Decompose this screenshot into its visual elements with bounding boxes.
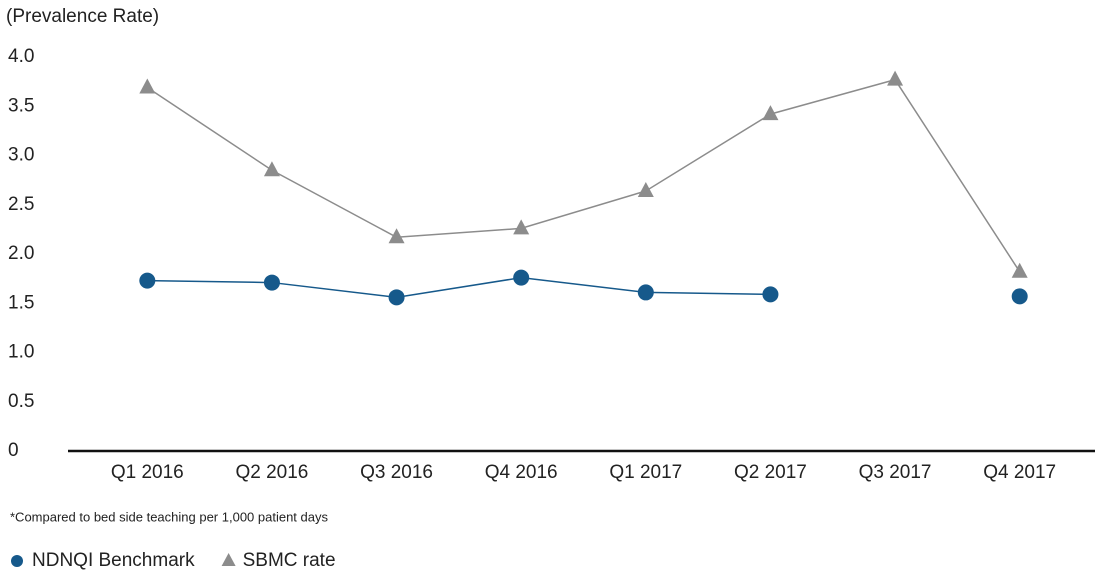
data-point bbox=[637, 181, 654, 197]
data-point bbox=[762, 105, 779, 121]
y-tick-label: 0.5 bbox=[8, 391, 34, 412]
legend-marker bbox=[11, 555, 23, 567]
data-point bbox=[139, 78, 156, 94]
x-tick-label: Q1 2017 bbox=[609, 462, 682, 483]
series-line bbox=[146, 78, 1021, 273]
y-tick-label: 0 bbox=[8, 440, 19, 461]
data-point bbox=[263, 274, 280, 291]
data-point bbox=[388, 228, 405, 244]
legend-label: SBMC rate bbox=[243, 550, 336, 571]
data-point bbox=[388, 289, 405, 306]
x-tick-label: Q3 2017 bbox=[859, 462, 932, 483]
y-tick-label: 3.0 bbox=[8, 145, 34, 166]
y-tick-label: 2.0 bbox=[8, 243, 34, 264]
x-tick-label: Q1 2016 bbox=[111, 462, 184, 483]
x-tick-label: Q4 2017 bbox=[983, 462, 1056, 483]
x-tick-label: Q3 2016 bbox=[360, 462, 433, 483]
y-tick-label: 4.0 bbox=[8, 46, 34, 67]
y-tick-label: 3.5 bbox=[8, 95, 34, 116]
y-axis-label: (Prevalence Rate) bbox=[6, 6, 159, 27]
data-point bbox=[513, 269, 530, 286]
data-point bbox=[513, 219, 530, 235]
x-tick-label: Q4 2016 bbox=[485, 462, 558, 483]
y-tick-label: 1.0 bbox=[8, 342, 34, 363]
x-tick-label: Q2 2016 bbox=[235, 462, 308, 483]
data-point bbox=[263, 161, 280, 177]
legend-marker bbox=[221, 553, 236, 566]
data-point bbox=[1011, 288, 1028, 305]
y-tick-label: 2.5 bbox=[8, 194, 34, 215]
data-point bbox=[139, 272, 156, 289]
footnote: *Compared to bed side teaching per 1,000… bbox=[10, 509, 328, 524]
data-point bbox=[887, 70, 904, 86]
x-tick-label: Q2 2017 bbox=[734, 462, 807, 483]
data-point bbox=[1011, 262, 1028, 278]
y-tick-label: 1.5 bbox=[8, 292, 34, 313]
legend-label: NDNQI Benchmark bbox=[32, 550, 195, 571]
data-point bbox=[762, 286, 779, 303]
data-point bbox=[637, 284, 654, 301]
